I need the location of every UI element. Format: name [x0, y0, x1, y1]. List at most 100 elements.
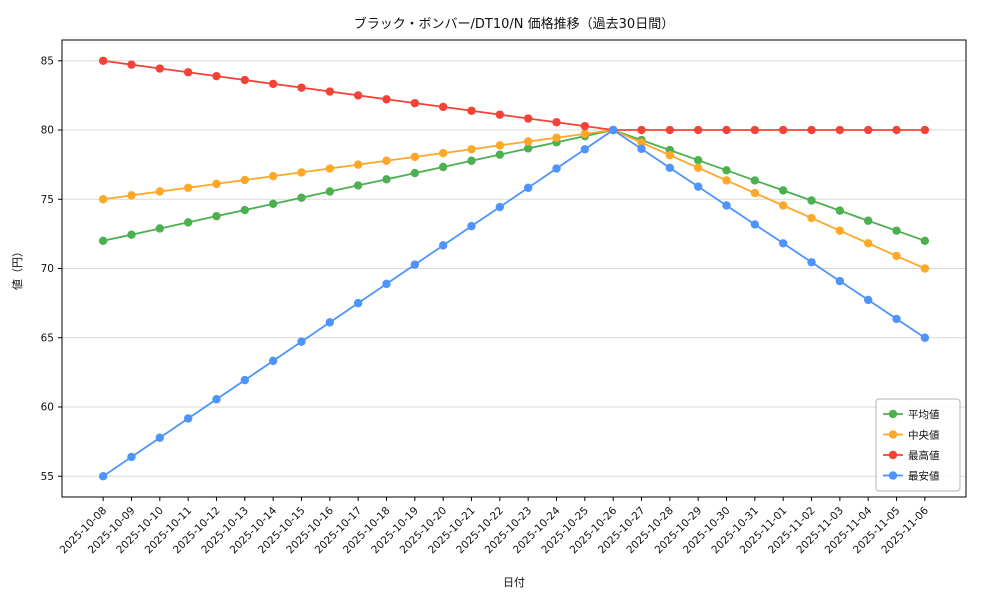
data-point: [807, 258, 816, 267]
data-point: [325, 187, 335, 196]
x-axis-label: 日付: [503, 576, 525, 589]
legend-item-中央値: 中央値: [883, 428, 940, 441]
data-point: [807, 196, 816, 205]
legend-marker-dot: [888, 430, 898, 439]
data-point: [410, 260, 420, 269]
legend-item-最高値: 最高値: [883, 449, 940, 462]
data-point: [268, 199, 278, 209]
data-point: [297, 337, 306, 346]
legend-marker-dot: [888, 409, 898, 419]
data-point: [240, 175, 250, 185]
data-point: [212, 211, 221, 221]
data-point: [212, 395, 221, 404]
data-point: [438, 102, 448, 112]
data-point: [212, 179, 221, 189]
y-axis-label: 値（円）: [11, 246, 24, 290]
data-point: [523, 137, 533, 146]
data-point: [353, 160, 363, 169]
data-point: [495, 202, 505, 212]
data-point: [580, 145, 590, 154]
data-point: [778, 186, 788, 195]
data-point: [98, 472, 108, 481]
data-point: [410, 98, 420, 108]
data-point: [382, 279, 391, 289]
data-point: [240, 75, 250, 85]
data-point: [268, 79, 278, 89]
data-point: [665, 163, 675, 173]
data-point: [750, 176, 760, 185]
data-point: [98, 195, 108, 204]
data-point: [467, 145, 476, 154]
data-point: [155, 433, 165, 442]
data-point: [297, 83, 306, 92]
data-point: [892, 251, 901, 261]
y-tick-label: 65: [41, 332, 54, 344]
data-point: [382, 95, 391, 104]
data-point: [523, 114, 533, 123]
data-point: [722, 125, 731, 135]
data-point: [835, 226, 845, 235]
y-tick-label: 60: [41, 402, 54, 414]
data-point: [665, 151, 675, 160]
data-point: [127, 452, 136, 462]
data-point: [552, 118, 561, 127]
data-point: [438, 148, 448, 158]
data-point: [863, 216, 873, 225]
data-point: [637, 125, 646, 135]
data-point: [693, 163, 703, 173]
data-point: [325, 164, 335, 173]
data-point: [778, 125, 788, 135]
data-point: [722, 201, 731, 210]
data-point: [127, 230, 136, 239]
data-point: [438, 162, 448, 172]
data-point: [353, 181, 363, 190]
data-point: [892, 226, 901, 235]
legend-box: [875, 398, 961, 492]
data-point: [297, 193, 306, 202]
chart-title: ブラック・ボンバー/DT10/N 価格推移（過去30日間）: [353, 17, 675, 32]
legend-item-最安値: 最安値: [883, 469, 940, 482]
data-point: [637, 138, 646, 147]
data-point: [183, 183, 193, 192]
y-tick-label: 85: [41, 55, 54, 67]
data-point: [552, 164, 561, 173]
data-point: [155, 64, 165, 73]
data-point: [523, 183, 533, 192]
data-point: [183, 68, 193, 77]
data-point: [580, 129, 590, 139]
data-point: [552, 133, 561, 142]
data-point: [495, 110, 505, 119]
data-point: [495, 150, 505, 159]
data-point: [382, 156, 391, 165]
data-point: [892, 314, 901, 324]
data-point: [722, 166, 731, 175]
data-point: [98, 56, 108, 65]
data-point: [127, 60, 136, 69]
data-point: [353, 91, 363, 100]
data-point: [155, 224, 165, 233]
data-point: [268, 356, 278, 366]
y-tick-label: 55: [41, 471, 54, 483]
data-point: [467, 106, 476, 115]
data-point: [353, 298, 363, 308]
data-point: [637, 144, 646, 154]
series-平均値: [98, 125, 930, 246]
data-point: [920, 333, 930, 342]
data-point: [920, 125, 930, 135]
data-point: [693, 182, 703, 191]
y-tick-label: 80: [41, 125, 54, 137]
legend-marker-dot: [888, 450, 898, 460]
data-point: [212, 71, 221, 81]
series-line: [102, 129, 926, 242]
data-point: [127, 191, 136, 200]
y-tick-label: 70: [41, 263, 54, 275]
data-point: [382, 175, 391, 184]
data-point: [863, 295, 873, 305]
data-point: [892, 125, 901, 135]
legend-label: 最安値: [908, 469, 940, 482]
data-point: [467, 221, 476, 231]
y-axis: 55 60 65 70 75 80 85: [41, 55, 62, 483]
